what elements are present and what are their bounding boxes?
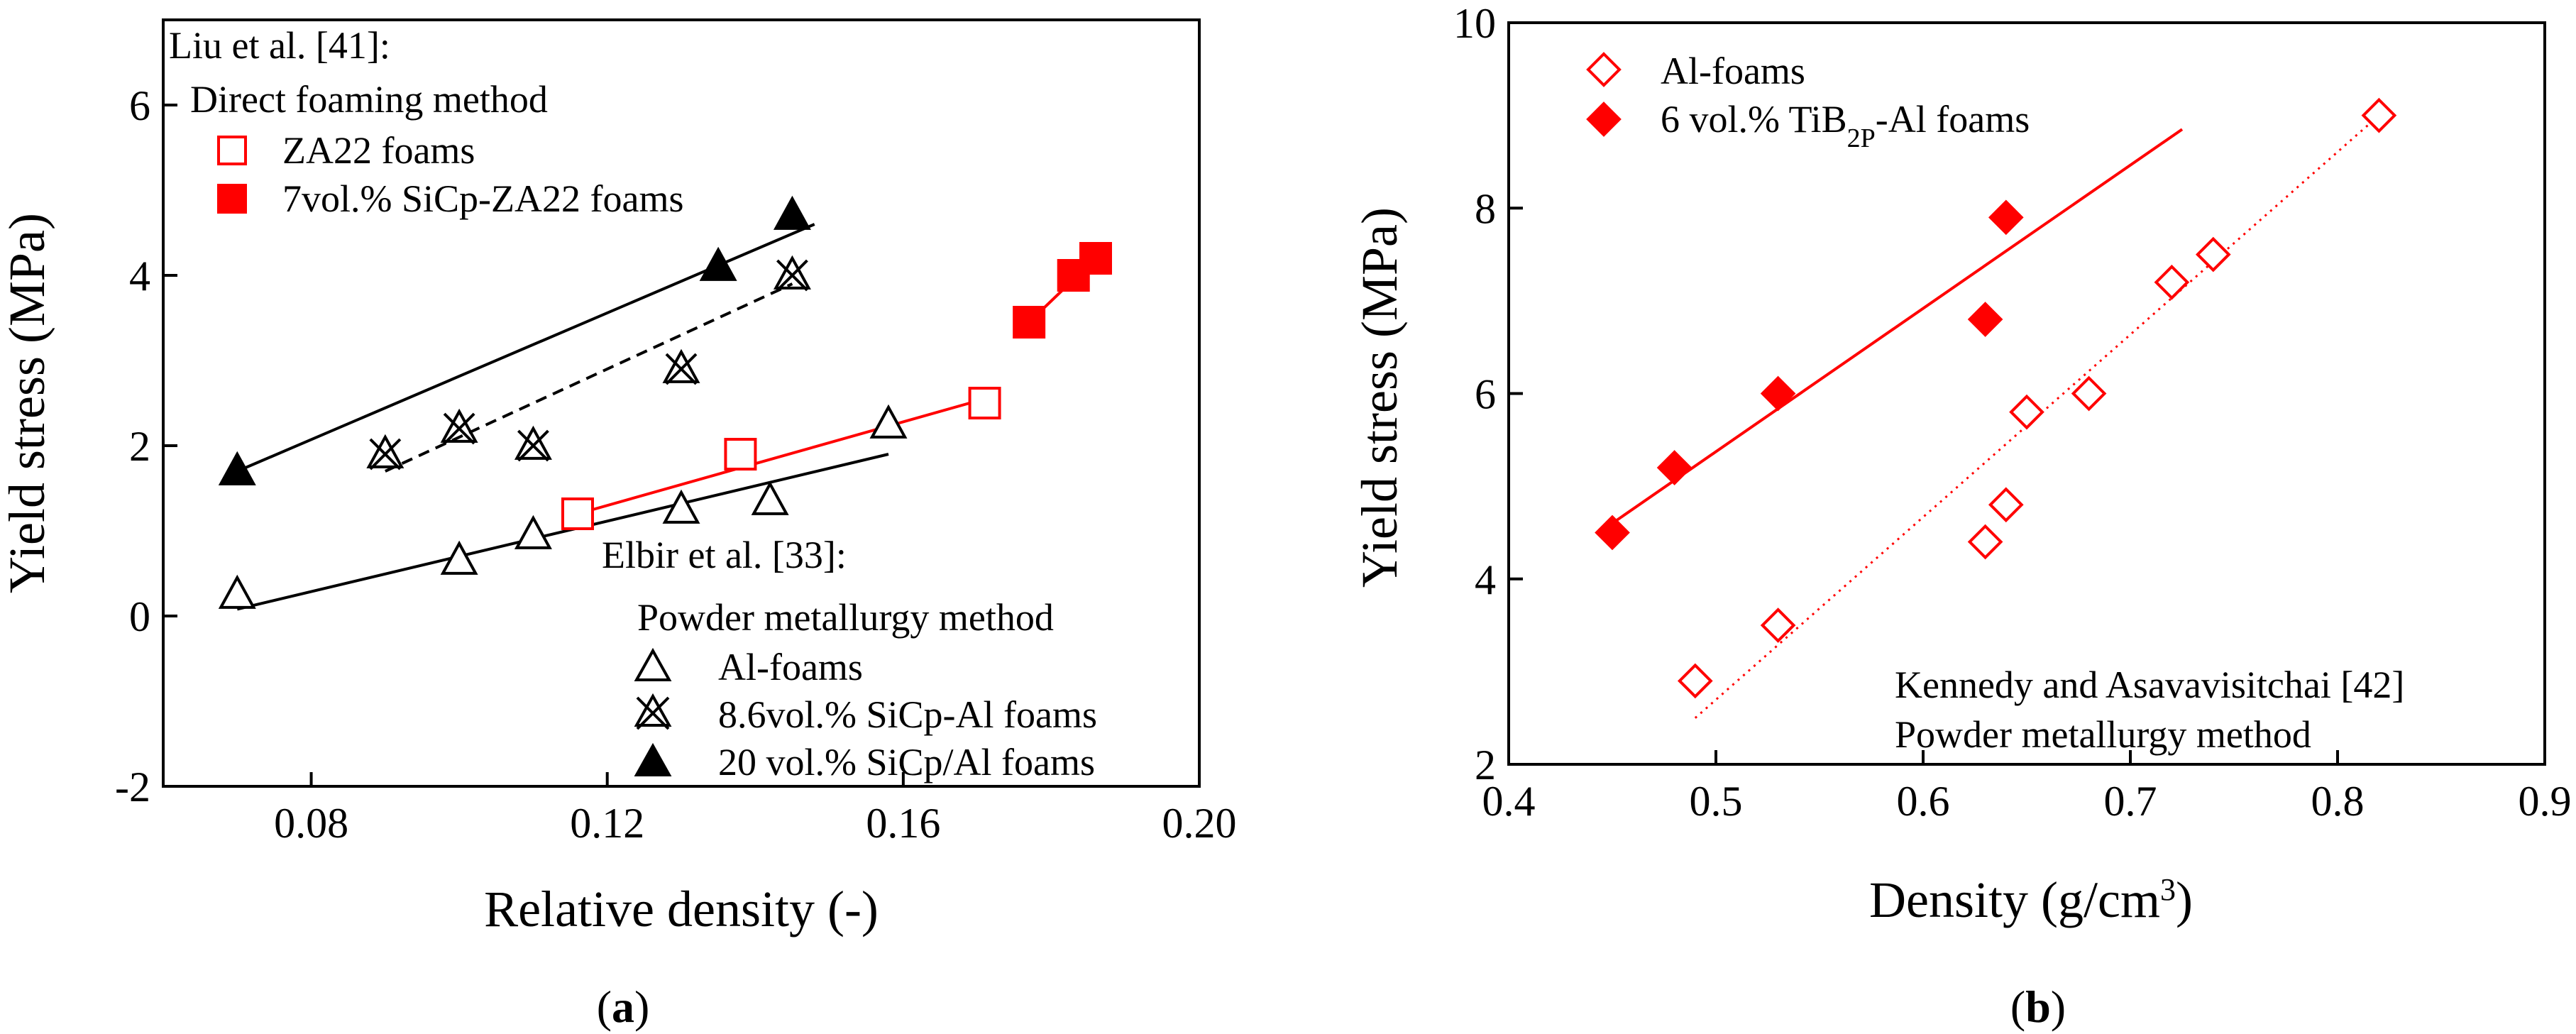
x-tick-label-a: 0.16	[866, 800, 940, 847]
y-tick-label-b: 6	[1475, 371, 1496, 418]
legend-liu: Liu et al. [41]: Direct foaming method Z…	[169, 24, 683, 220]
legend-marker-al-foams-a	[634, 647, 672, 681]
legend-marker-20vol-sicp-al	[634, 742, 672, 776]
data-point-20-vol-sicp-al-foams	[699, 246, 737, 281]
data-point-7vol-sicp-za22-foams	[1013, 306, 1046, 339]
y-tick-label-a: 2	[129, 423, 150, 470]
panel-label-a: (a)	[597, 981, 650, 1032]
y-tick-label-a: 0	[129, 593, 150, 640]
data-point-za22-foams	[724, 438, 757, 471]
legend-group-title-liu: Liu et al. [41]:	[169, 24, 390, 67]
y-tick-label-a: 6	[129, 82, 150, 129]
x-axis-label-b: Density (g/cm3)	[1869, 871, 2193, 928]
fit-line-20-vol-sicp-al-foams	[236, 223, 815, 473]
data-point-al-foams	[1988, 487, 2024, 523]
y-tick-label-b: 10	[1453, 0, 1496, 47]
y-tick-label-a: 4	[129, 253, 150, 299]
data-point-8-6vol-sicp-al-foams	[662, 348, 700, 385]
data-point-al-foams	[440, 540, 478, 575]
y-tick-label-b: 8	[1475, 185, 1496, 232]
x-tick-label-a: 0.08	[274, 800, 348, 847]
data-point-al-foams	[1760, 607, 1796, 643]
data-point-8-6vol-sicp-al-foams	[366, 434, 404, 471]
data-point-al-foams	[514, 515, 552, 549]
panel-label-b: (b)	[2010, 981, 2066, 1032]
data-point-al-foams	[869, 404, 908, 439]
panel-a-chart: 0.08 0.12 0.16 0.20 -2 0 2 4 6 Relative density…	[0, 18, 1237, 1032]
data-point-6-vol-tib2p-al-foams	[1967, 302, 2003, 337]
legend-group-subtitle-elbir: Powder metallurgy method	[637, 596, 1054, 639]
y-tick-label-b: 2	[1475, 742, 1496, 788]
x-tick-label-a: 0.12	[570, 800, 644, 847]
data-point-al-foams	[2195, 236, 2231, 273]
legend-label-20vol-sicp-al: 20 vol.% SiCp/Al foams	[718, 741, 1095, 783]
data-point-al-foams	[2361, 97, 2397, 133]
annotation-kennedy: Kennedy and Asavavisitchai [42]	[1895, 664, 2404, 706]
legend-label-sicp-al: 8.6vol.% SiCp-Al foams	[718, 693, 1097, 736]
legend-marker-al-foams-b	[1586, 52, 1622, 87]
legend-group-title-elbir: Elbir et al. [33]:	[602, 534, 847, 576]
x-tick-label-a: 0.20	[1162, 800, 1237, 847]
data-point-6-vol-tib2p-al-foams	[1988, 199, 2024, 236]
panel-b-chart: 0.4 0.5 0.6 0.7 0.8 0.9 2 4 6 8 10 Density (g/cm3…	[1351, 0, 2572, 1032]
x-tick-label-b: 0.5	[1690, 778, 1743, 825]
legend-elbir: Elbir et al. [33]: Powder metallurgy met…	[602, 534, 1097, 783]
legend-b: Al-foams 6 vol.% TiB2P-Al foams	[1586, 50, 2030, 153]
data-point-6-vol-tib2p-al-foams	[1760, 375, 1796, 412]
data-point-8-6vol-sicp-al-foams	[773, 255, 811, 292]
data-point-al-foams	[1677, 663, 1713, 699]
data-point-al-foams	[1967, 524, 2003, 560]
data-point-al-foams	[2071, 375, 2107, 412]
data-point-al-foams	[2009, 394, 2044, 430]
legend-marker-za22	[217, 136, 247, 165]
legend-label-sicp-za22: 7vol.% SiCp-ZA22 foams	[282, 177, 683, 220]
data-point-20-vol-sicp-al-foams	[218, 451, 256, 485]
x-tick-label-b: 0.7	[2104, 778, 2157, 825]
plot-frame-a	[162, 18, 1201, 788]
y-tick-label-b: 4	[1475, 556, 1496, 603]
data-point-20-vol-sicp-al-foams	[773, 195, 811, 230]
x-tick-label-b: 0.6	[1897, 778, 1950, 825]
fit-line-za22-foams	[577, 397, 986, 515]
data-point-7vol-sicp-za22-foams	[1079, 242, 1112, 275]
data-point-8-6vol-sicp-al-foams	[514, 425, 552, 462]
y-axis-label-a: Yield stress (MPa)	[0, 213, 55, 593]
x-tick-label-b: 0.4	[1482, 778, 1536, 825]
legend-group-subtitle-liu: Direct foaming method	[190, 78, 548, 121]
data-point-al-foams	[218, 574, 256, 609]
x-tick-label-b: 0.8	[2311, 778, 2365, 825]
legend-marker-tib2-al	[1586, 101, 1622, 137]
legend-label-za22: ZA22 foams	[282, 129, 475, 172]
data-point-al-foams	[662, 489, 700, 524]
fit-line-6-vol-tib2p-al-foams	[1611, 128, 2184, 525]
legend-label-al-foams-a: Al-foams	[718, 646, 863, 688]
data-point-6-vol-tib2p-al-foams	[1595, 515, 1630, 551]
data-point-al-foams	[751, 480, 789, 515]
legend-label-tib2-al: 6 vol.% TiB2P-Al foams	[1661, 98, 2030, 153]
fit-line-al-foams	[236, 453, 889, 611]
x-tick-label-b: 0.9	[2519, 778, 2572, 825]
legend-label-al-foams-b: Al-foams	[1661, 50, 1805, 92]
y-axis-label-b: Yield stress (MPa)	[1351, 207, 1408, 588]
legend-marker-sicp-al	[634, 693, 672, 730]
data-point-za22-foams	[561, 497, 594, 530]
data-point-za22-foams	[968, 387, 1001, 419]
annotation-method: Powder metallurgy method	[1895, 713, 2311, 756]
data-point-8-6vol-sicp-al-foams	[440, 408, 478, 445]
y-tick-label-a: -2	[115, 764, 150, 810]
data-point-al-foams	[2154, 264, 2190, 300]
data-point-6-vol-tib2p-al-foams	[1656, 450, 1692, 485]
x-axis-label-a: Relative density (-)	[484, 881, 879, 937]
legend-marker-sicp-za22	[217, 184, 247, 214]
